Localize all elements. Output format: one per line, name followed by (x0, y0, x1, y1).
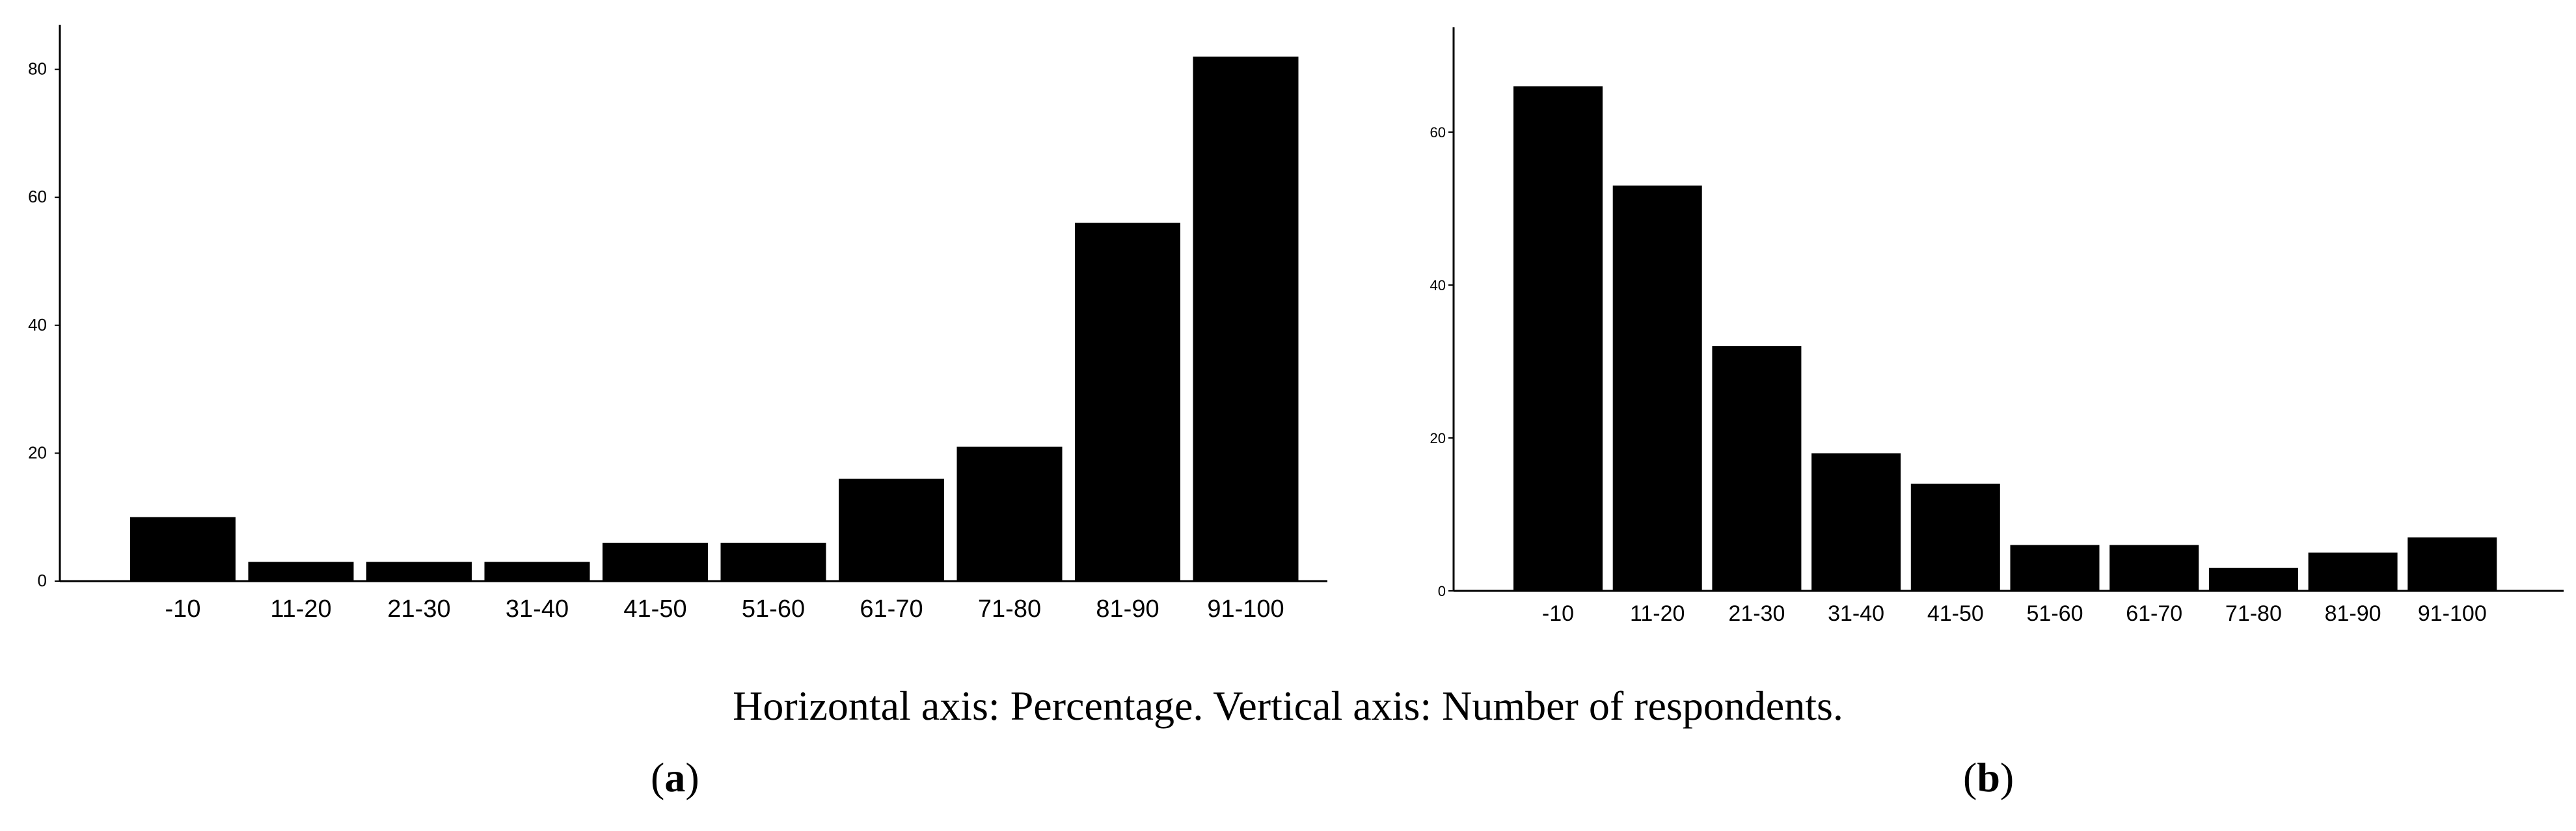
x-tick-label: 11-20 (270, 595, 331, 623)
bar-b-41-50 (1910, 484, 2000, 591)
x-tick-label: 31-40 (506, 595, 569, 623)
panel-label-a: (a) (651, 754, 699, 800)
y-tick-label: 60 (28, 187, 47, 206)
x-tick-label: 71-80 (978, 595, 1041, 623)
bar-a-61-70 (839, 478, 944, 581)
chart-b: 0 20 40 60 -10 11-20 21-30 31-40 41-50 51-60 61-70… (1430, 27, 2564, 626)
chart-a: 0 20 40 60 80 -10 11-20 21-30 31-40 41-50 51-60 61-… (28, 25, 1327, 623)
bar-a-91-100 (1193, 56, 1299, 581)
x-tick-label: 11-20 (1630, 601, 1685, 626)
x-tick-label: 21-30 (1728, 601, 1785, 626)
panel-label-b: (b) (1963, 754, 2014, 800)
x-tick-label: 51-60 (2027, 601, 2083, 626)
x-tick-label: 91-100 (1207, 595, 1284, 623)
bar-b-31-40 (1811, 453, 1901, 591)
bar-a-71-80 (956, 446, 1063, 581)
x-tick-label: 61-70 (860, 595, 923, 623)
x-tick-label: 81-90 (2325, 601, 2381, 626)
x-tick-label: 71-80 (2225, 601, 2282, 626)
bar-a-41-50 (603, 543, 708, 581)
bar-a--10 (130, 517, 236, 581)
x-tick-label: -10 (165, 595, 201, 623)
y-tick-label: 60 (1430, 124, 1446, 141)
bar-b-51-60 (2010, 545, 2100, 591)
x-tick-label: 61-70 (2126, 601, 2182, 626)
bar-b-71-80 (2208, 567, 2298, 591)
x-tick-label: -10 (1542, 601, 1574, 626)
y-tick-label: 0 (1438, 583, 1446, 599)
x-tick-label: 41-50 (623, 595, 686, 623)
y-tick-label: 20 (1430, 430, 1446, 446)
figure-caption: Horizontal axis: Percentage. Vertical ax… (733, 683, 1843, 729)
y-tick-label: 20 (28, 443, 47, 462)
y-tick-label: 0 (38, 571, 47, 590)
bar-b-81-90 (2308, 552, 2398, 591)
panel-label-a-letter: a (664, 754, 686, 800)
panel-label-b-letter: b (1977, 754, 2000, 800)
bar-a-81-90 (1075, 223, 1180, 581)
bar-b-21-30 (1712, 346, 1802, 591)
x-tick-label: 91-100 (2418, 601, 2487, 626)
y-tick-label: 40 (1430, 277, 1446, 293)
x-tick-label: 21-30 (387, 595, 450, 623)
bar-b--10 (1513, 86, 1603, 591)
x-tick-label: 51-60 (742, 595, 805, 623)
y-tick-label: 80 (28, 59, 47, 79)
x-tick-label: 41-50 (1927, 601, 1984, 626)
bar-b-61-70 (2109, 545, 2199, 591)
bar-a-31-40 (484, 562, 590, 581)
x-tick-label: 81-90 (1096, 595, 1159, 623)
bar-b-11-20 (1612, 185, 1702, 591)
bar-a-11-20 (248, 562, 354, 581)
bar-a-21-30 (366, 562, 472, 581)
y-tick-label: 40 (28, 315, 47, 334)
bar-b-91-100 (2407, 537, 2497, 591)
x-tick-label: 31-40 (1828, 601, 1884, 626)
bar-a-51-60 (720, 543, 826, 581)
